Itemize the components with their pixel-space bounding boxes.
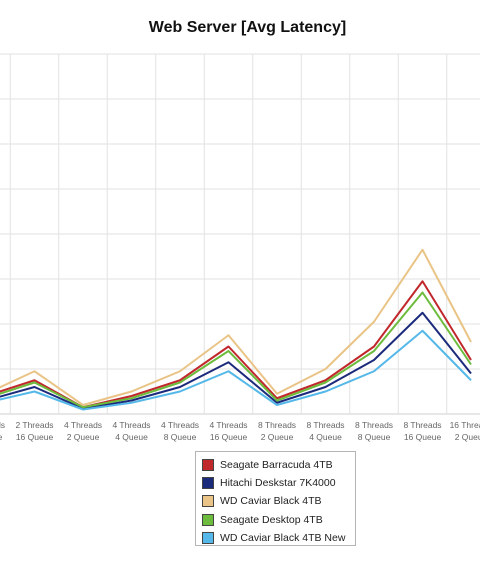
legend-swatch <box>202 513 214 526</box>
legend-item: Hitachi Deskstar 7K4000 <box>202 474 355 492</box>
series-line-4 <box>0 291 472 409</box>
x-tick-label: 16 Queue <box>210 432 248 442</box>
x-tick-label: 4 Threads <box>64 420 102 430</box>
x-tick-label: 1 Queue <box>0 432 3 442</box>
x-tick-label: 4 Queue <box>309 432 342 442</box>
legend-item: Seagate Desktop 4TB <box>202 511 355 529</box>
x-tick-label: 8 Threads <box>258 420 296 430</box>
x-tick-label: 8 Queue <box>358 432 391 442</box>
x-tick-label: 16 Threads <box>450 420 480 430</box>
legend-item: Seagate Barracuda 4TB <box>202 456 355 474</box>
x-tick-label: 1 Threads <box>0 420 5 430</box>
x-tick-label: 4 Threads <box>112 420 150 430</box>
legend-item: WD Caviar Black 4TB New <box>202 529 355 547</box>
x-tick-label: 2 Queue <box>455 432 480 442</box>
legend-label: Seagate Barracuda 4TB <box>220 459 333 472</box>
x-tick-label: 4 Threads <box>209 420 247 430</box>
legend-swatch <box>202 531 214 544</box>
series-line-2 <box>0 311 472 410</box>
x-tick-label: 2 Queue <box>261 432 294 442</box>
legend-label: WD Caviar Black 4TB <box>220 495 322 508</box>
x-tick-label: 4 Threads <box>161 420 199 430</box>
legend-swatch <box>202 477 214 490</box>
legend-label: Hitachi Deskstar 7K4000 <box>220 477 336 490</box>
x-tick-label: 8 Queue <box>164 432 197 442</box>
legend-label: Seagate Desktop 4TB <box>220 513 323 526</box>
x-tick-label: 2 Threads <box>15 420 53 430</box>
legend-label: WD Caviar Black 4TB New <box>220 531 346 544</box>
legend-swatch <box>202 495 214 508</box>
series-line-5 <box>0 329 472 411</box>
chart-legend: Seagate Barracuda 4TB Hitachi Deskstar 7K… <box>195 451 356 546</box>
legend-item: WD Caviar Black 4TB <box>202 492 355 510</box>
chart-title: Web Server [Avg Latency] <box>148 19 347 36</box>
series-line-3 <box>0 248 472 406</box>
x-tick-label: 2 Queue <box>67 432 100 442</box>
x-tick-label: 4 Queue <box>115 432 148 442</box>
x-tick-label: 16 Queue <box>16 432 54 442</box>
legend-swatch <box>202 459 214 472</box>
x-tick-label: 8 Threads <box>403 420 441 430</box>
x-tick-label: 8 Threads <box>306 420 344 430</box>
x-tick-label: 16 Queue <box>404 432 442 442</box>
x-tick-label: 8 Threads <box>355 420 393 430</box>
